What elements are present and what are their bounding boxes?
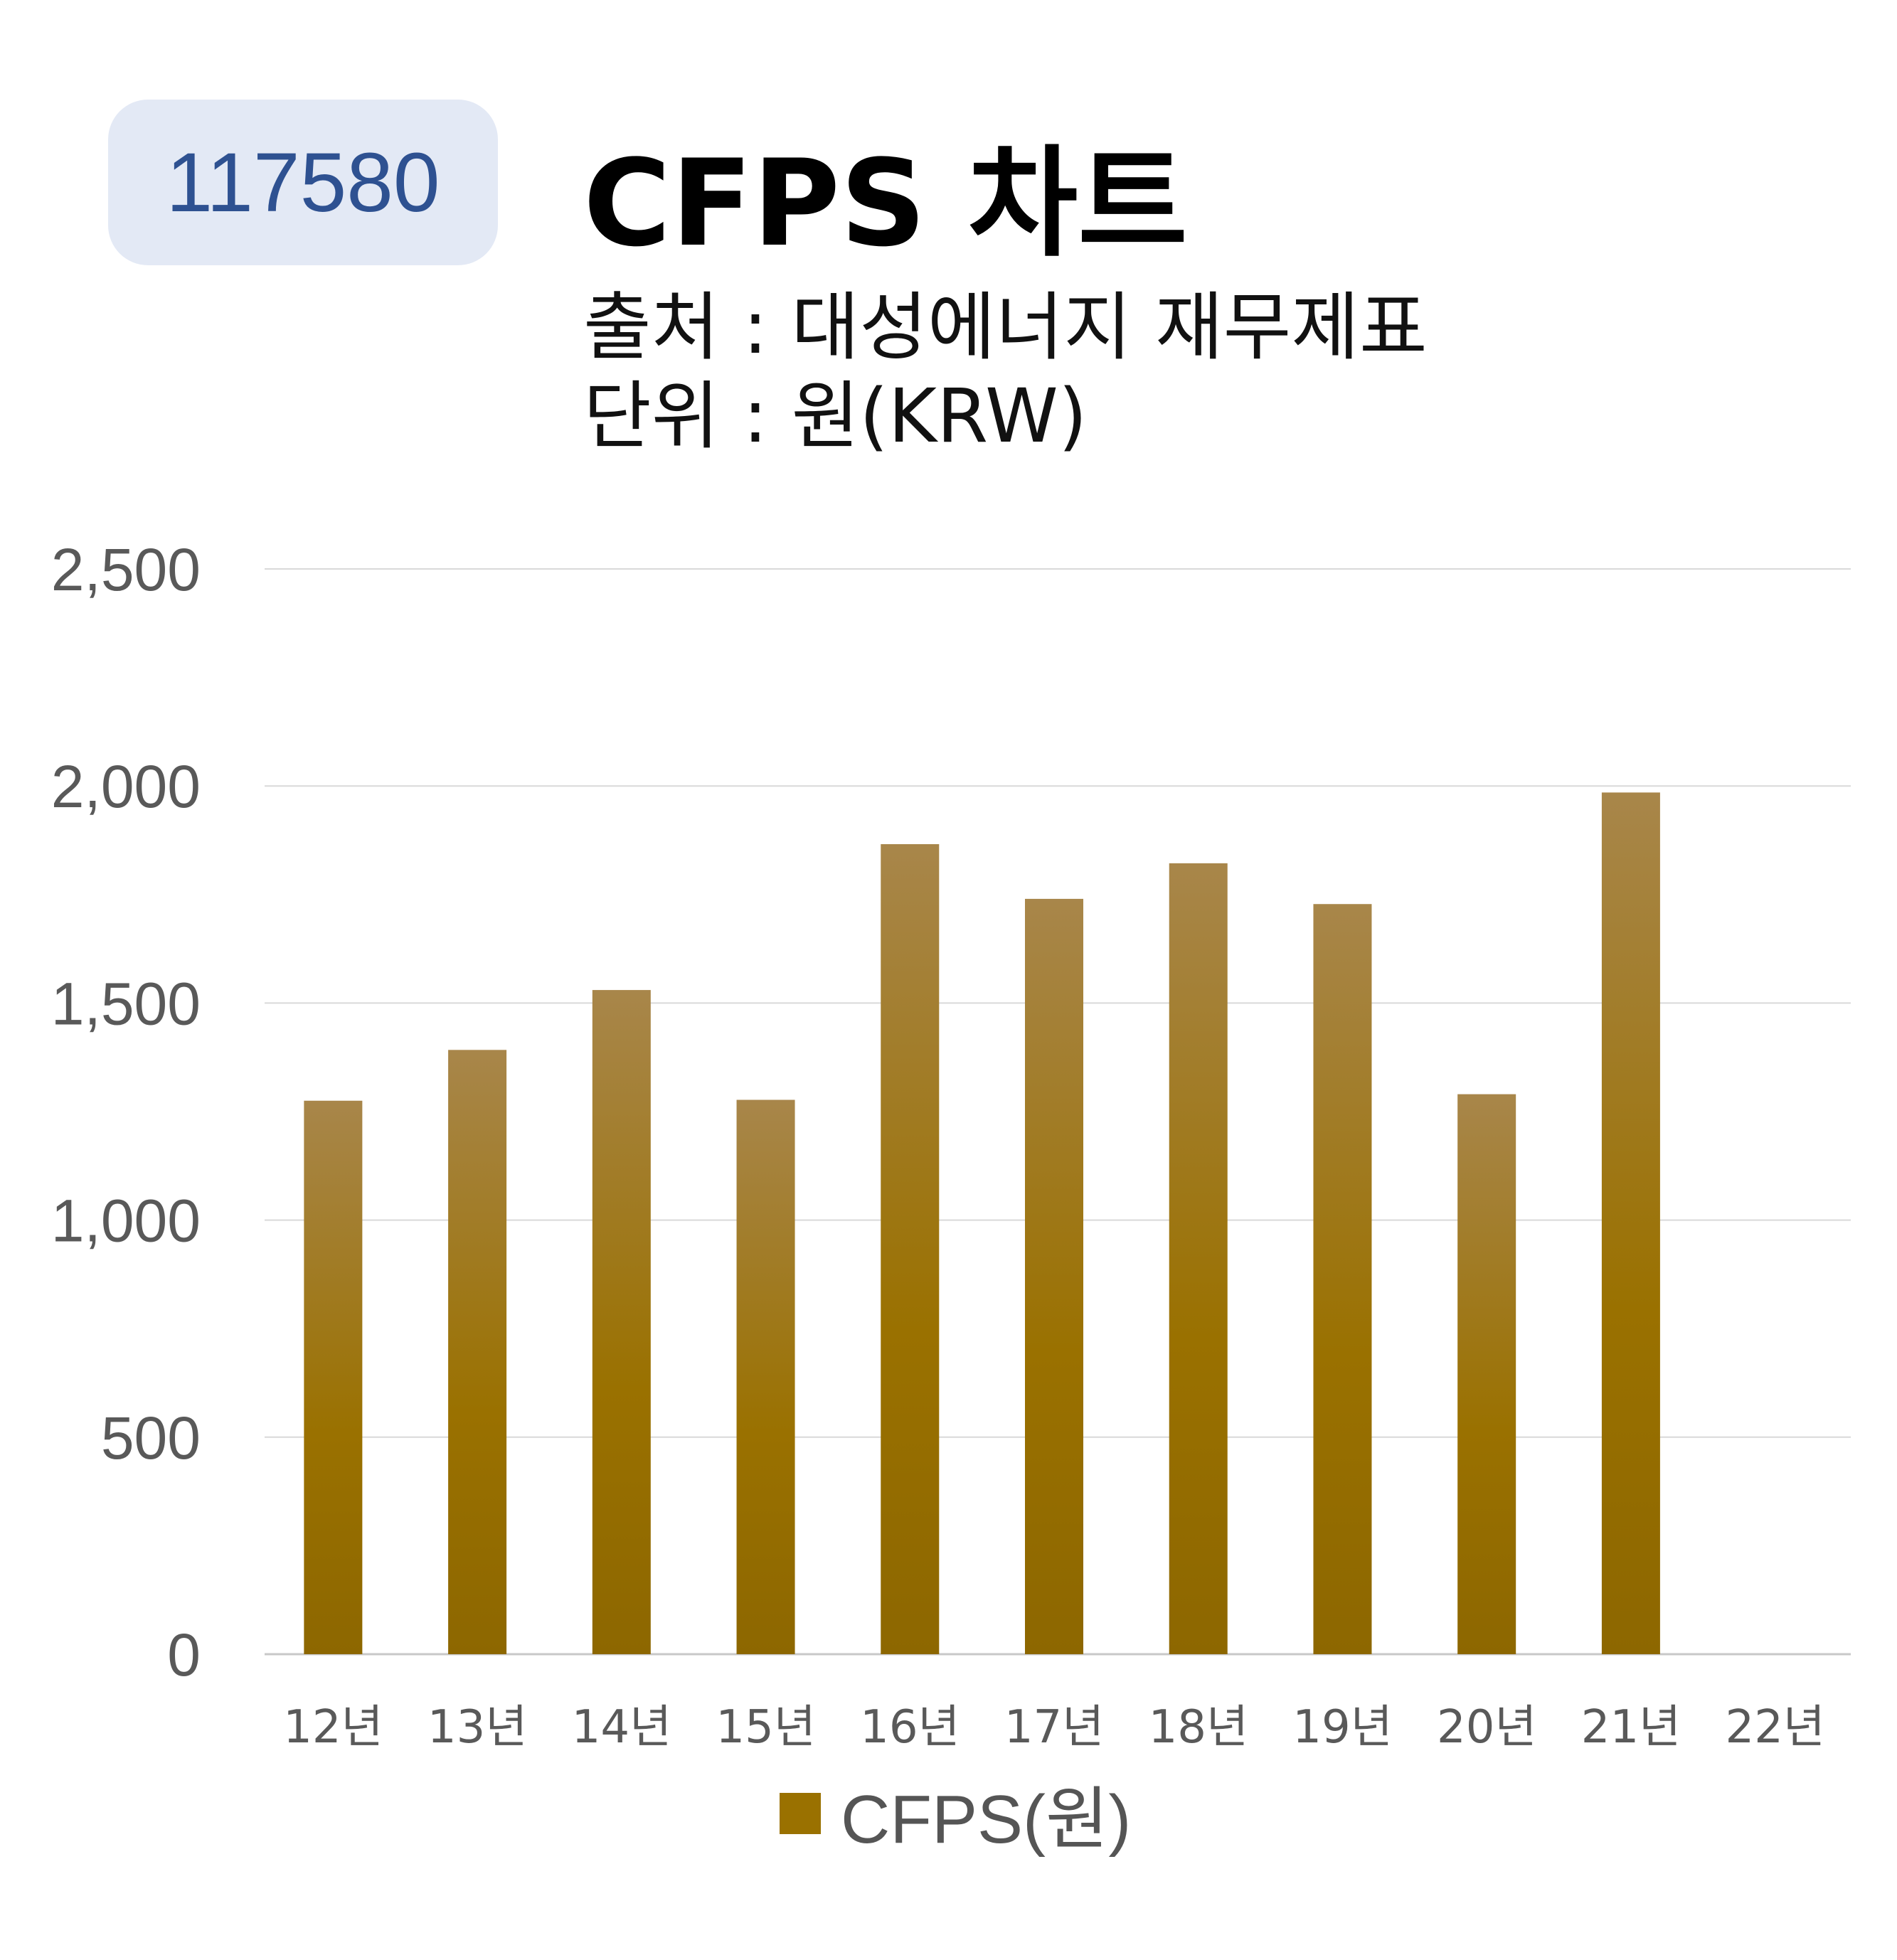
chart-title: CFPS 차트 <box>583 134 1188 273</box>
bar-13년 <box>448 1050 507 1654</box>
bar-19년 <box>1313 904 1372 1654</box>
y-tick-label: 1,500 <box>51 970 201 1037</box>
y-tick-label: 2,000 <box>51 753 201 820</box>
x-tick-label: 19년 <box>1292 1701 1392 1754</box>
x-tick-label: 18년 <box>1149 1701 1248 1754</box>
y-tick-label: 1,000 <box>51 1188 201 1255</box>
bar-15년 <box>736 1099 795 1654</box>
legend: CFPS(원) <box>780 1764 1131 1863</box>
source-note: 출처 : 대성에너지 재무제표 <box>583 284 1428 371</box>
y-tick-label: 0 <box>167 1621 201 1688</box>
bar-18년 <box>1169 863 1228 1654</box>
stock-code-badge: 117580 <box>108 100 498 265</box>
x-tick-label: 15년 <box>716 1701 815 1754</box>
x-tick-label: 14년 <box>572 1701 671 1754</box>
legend-label: CFPS(원) <box>841 1781 1132 1858</box>
bar-17년 <box>1025 898 1083 1654</box>
unit-note: 단위 : 원(KRW) <box>583 373 1088 459</box>
x-tick-label: 16년 <box>860 1701 960 1754</box>
x-axis-tick-labels: 12년 13년 14년 15년 16년 17년 18년 19년 20년 21년 22년 <box>283 1701 1825 1754</box>
y-tick-label: 500 <box>101 1405 201 1471</box>
x-tick-label: 21년 <box>1581 1701 1681 1754</box>
x-tick-label: 12년 <box>283 1701 383 1754</box>
y-tick-label: 2,500 <box>51 536 201 603</box>
x-tick-label: 22년 <box>1725 1701 1824 1754</box>
y-axis-tick-labels: 0 500 1,000 1,500 2,000 2,500 <box>51 536 201 1688</box>
legend-swatch <box>780 1792 821 1834</box>
bars <box>304 792 1660 1654</box>
bar-12년 <box>304 1100 363 1654</box>
bar-14년 <box>592 990 651 1654</box>
bar-21년 <box>1601 792 1660 1654</box>
x-tick-label: 13년 <box>427 1701 527 1754</box>
stock-code: 117580 <box>166 135 440 230</box>
bar-20년 <box>1457 1094 1516 1654</box>
x-tick-label: 17년 <box>1004 1701 1104 1754</box>
bar-16년 <box>881 843 940 1654</box>
x-tick-label: 20년 <box>1437 1701 1536 1754</box>
